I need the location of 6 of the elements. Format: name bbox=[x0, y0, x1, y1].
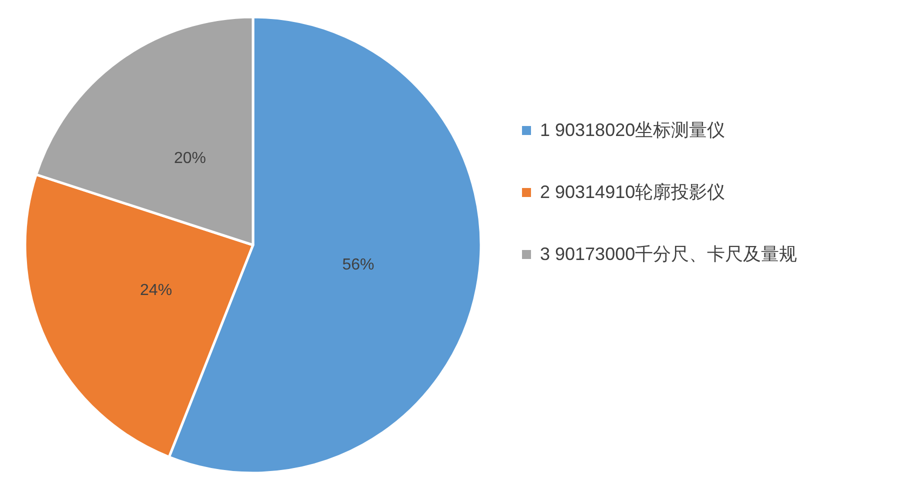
data-label: 20% bbox=[174, 150, 206, 167]
legend-label: 2 90314910轮廓投影仪 bbox=[540, 182, 726, 202]
legend-label: 3 90173000千分尺、卡尺及量规 bbox=[540, 244, 798, 264]
data-label: 56% bbox=[342, 256, 374, 274]
data-label: 24% bbox=[140, 282, 172, 300]
legend-label: 1 90318020坐标测量仪 bbox=[540, 120, 726, 140]
